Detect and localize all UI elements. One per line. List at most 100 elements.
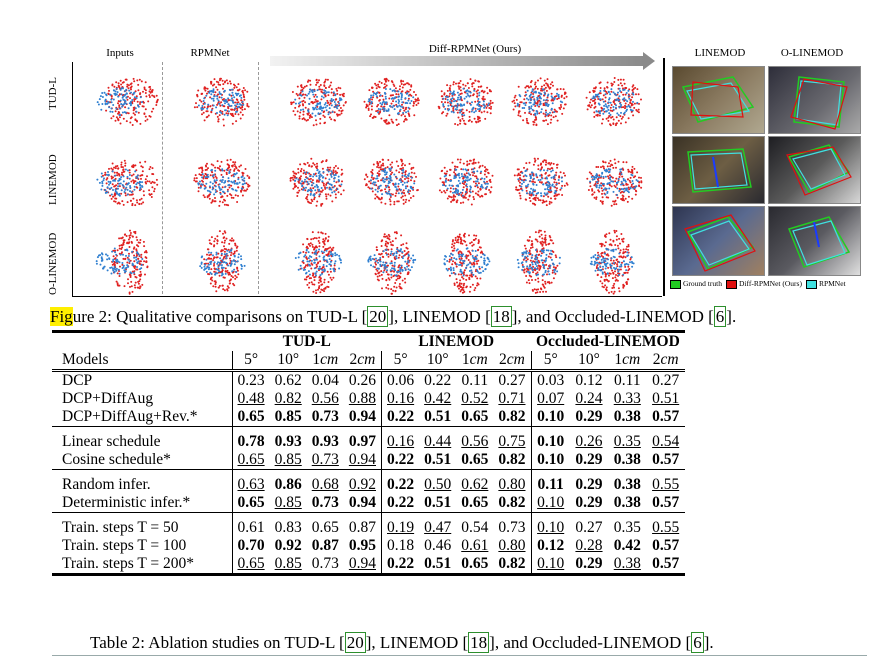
table-row: Cosine schedule* 0.65 0.85 0.73 0.94 0.22 0.51… [52,451,685,470]
table-cell: 0.10 [530,451,570,470]
table-cell: 0.73 [311,451,339,468]
metric-header: 1cm [461,351,488,368]
point-cloud [96,77,159,126]
left-rule [72,62,73,296]
table-row: Linear schedule 0.78 0.93 0.93 0.97 0.16 0.44 0… [52,426,685,451]
table-cell: 0.65 [461,408,489,425]
table-cell: 0.26 [575,433,603,450]
table-cell: 0.56 [311,390,339,407]
table-cell: 0.19 [381,512,420,537]
metric-header: 1cm [312,351,339,368]
point-cloud [363,77,420,127]
table-cell: 0.73 [311,408,339,425]
table-cell: 0.62 [274,372,302,389]
table-cell: 0.85 [274,408,302,425]
table-cell: 0.44 [424,433,452,450]
metric-header: 10° [578,351,600,368]
table-cell: 0.29 [575,476,603,493]
page-rule [52,655,867,656]
point-cloud [586,158,643,207]
table-cell: 0.80 [498,537,526,554]
table-cell: 0.80 [498,476,526,493]
citation-link[interactable]: 20 [344,632,366,653]
table-cell: 0.62 [461,476,489,493]
table-row: DCP 0.23 0.62 0.04 0.26 0.06 0.22 0.11 0.27 0.03 0… [52,370,685,390]
table-cell: 0.38 [613,494,641,511]
table-cell: 0.10 [530,512,570,537]
table-cell: 0.65 [231,494,270,513]
table-cell: 0.86 [274,476,302,493]
metric-header: 5° [231,351,270,371]
table-cell: 0.82 [498,408,526,425]
table-cell: 0.24 [575,390,603,407]
table-cell: 0.87 [348,519,376,536]
table-cell: 0.16 [381,390,420,408]
point-cloud [294,231,342,294]
table-cell: 0.73 [311,555,339,572]
table-cell: 0.38 [613,451,641,468]
point-cloud-grid [95,77,643,295]
table-cell: 0.03 [530,370,570,390]
point-cloud [437,78,494,126]
table-cell: 0.85 [274,451,302,468]
col-label-linemod: LINEMOD [694,47,746,59]
citation-link[interactable]: 20 [367,306,389,327]
table-cell: 0.85 [274,555,302,572]
table-cell: 0.12 [575,372,603,389]
citation-link[interactable]: 6 [691,632,704,653]
table-cell: 0.82 [498,494,526,511]
point-cloud [289,157,345,207]
col-label-rpmnet: RPMNet [190,47,230,59]
metric-header: 2cm [499,351,525,368]
metric-header: 5° [530,351,570,371]
row-label-tudl: TUD-L [47,77,59,110]
citation-link[interactable]: 18 [468,632,490,653]
point-cloud [290,78,347,127]
table-cell: 0.55 [652,519,680,536]
point-cloud [438,158,494,206]
table-cell: 0.42 [424,390,452,407]
table-cell: 0.57 [652,451,680,468]
model-name: Linear schedule [62,433,161,450]
figure-2: Inputs RPMNet Diff-RPMNet (Ours) LINEMOD… [0,0,890,300]
table-cell: 0.35 [613,519,641,536]
point-cloud [199,230,246,293]
point-cloud [363,158,419,206]
table-cell: 0.22 [381,469,420,494]
table-cell: 0.11 [614,372,641,389]
table-cell: 0.11 [530,469,570,494]
metric-header: 5° [381,351,420,371]
figure-legend: Ground truth Diff-RPMNet (Ours) RPMNet [670,279,846,289]
table-cell: 0.28 [575,537,603,554]
citation-link[interactable]: 18 [490,306,512,327]
model-name: Train. steps T = 100 [62,537,187,554]
point-cloud [443,232,491,294]
table-cell: 0.27 [575,519,603,536]
col-label-diff-rpmnet: Diff-RPMNet (Ours) [428,43,522,55]
point-cloud [511,77,568,127]
col-label-olinemod: O-LINEMOD [780,47,844,59]
model-name: DCP [62,372,93,389]
models-header: Models [62,351,109,368]
col-label-inputs: Inputs [106,47,134,59]
table-cell: 0.26 [348,372,376,389]
table-cell: 0.70 [231,537,270,555]
table-cell: 0.82 [498,555,526,572]
table-cell: 0.65 [231,451,270,470]
table-cell: 0.48 [231,390,270,408]
table-cell: 0.78 [231,426,270,451]
right-divider [663,58,665,296]
table-cell: 0.29 [575,494,603,511]
table-cell: 0.57 [652,537,680,554]
point-cloud [513,157,569,207]
table-cell: 0.33 [613,390,641,407]
citation-link[interactable]: 6 [713,306,727,327]
table-cell: 0.27 [652,372,680,389]
table-cell: 0.92 [274,537,302,554]
table-cell: 0.57 [652,555,680,572]
model-name: DCP+DiffAug [62,390,154,407]
bottom-rule [72,296,662,297]
table-cell: 0.65 [461,451,489,468]
table-cell: 0.57 [652,494,680,511]
table-cell: 0.71 [498,390,526,407]
